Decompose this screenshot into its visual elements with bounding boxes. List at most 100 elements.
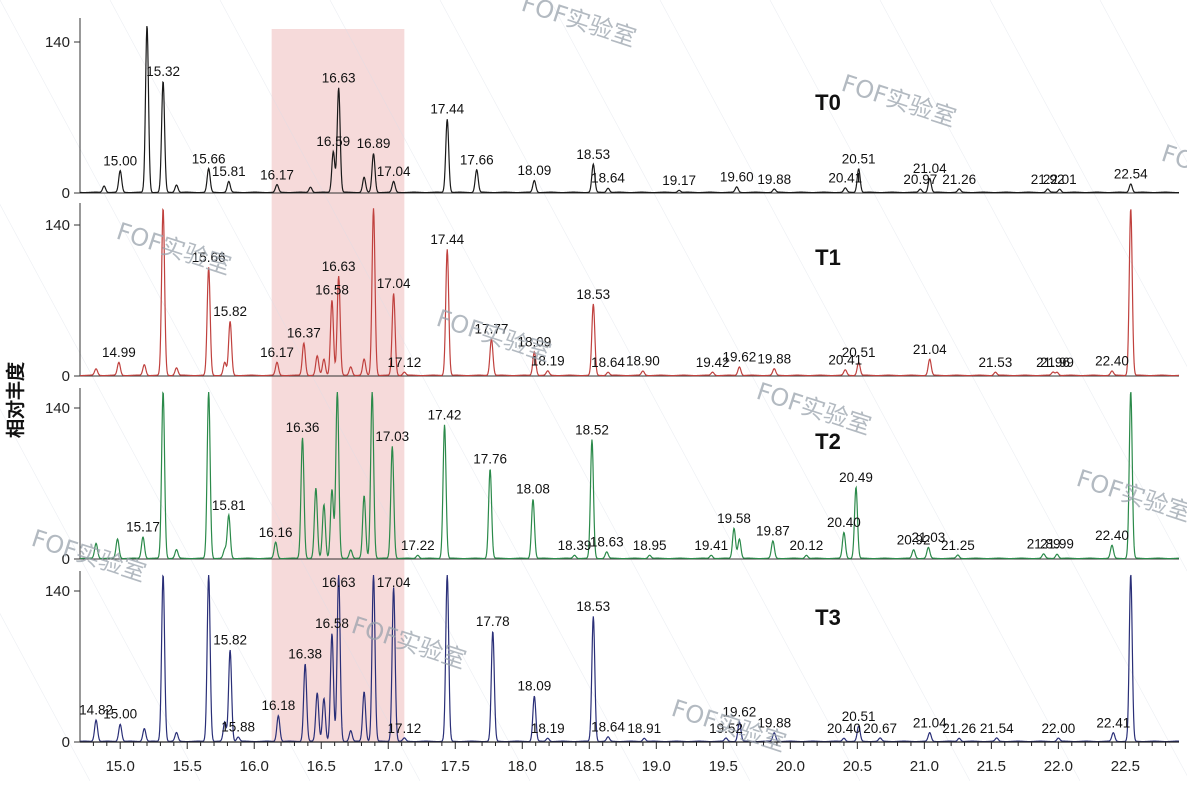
watermark: FOF实验室 [668,694,789,757]
peak-label: 20.41 [828,171,862,186]
peak-label: 16.63 [322,70,356,85]
peak-label: 20.41 [828,353,862,368]
peak-label: 18.08 [516,482,550,497]
panel-t2: 0 140 15.17 15.81 16.16 16.36 17.03 17.22 17.42 1… [45,388,1180,568]
y-tick-label: 0 [62,551,70,568]
y-tick-label: 0 [62,734,70,751]
peak-label: 18.64 [591,720,625,735]
peak-label: 19.41 [694,538,728,553]
x-tick-label: 20.0 [776,758,805,775]
peak-label: 21.03 [911,530,945,545]
peak-label: 15.82 [213,304,247,319]
peak-label: 21.04 [913,161,947,176]
peak-label: 17.04 [377,164,411,179]
peak-label: 20.40 [827,721,861,736]
peak-label: 17.12 [387,721,421,736]
peak-label: 16.59 [316,134,350,149]
peak-label: 16.37 [287,326,321,341]
x-tick-label: 16.0 [240,758,269,775]
peak-label: 22.54 [1114,166,1148,181]
peak-label: 18.09 [517,334,551,349]
peak-label: 18.09 [517,163,551,178]
peak-label: 21.99 [1040,355,1074,370]
peak-label: 16.63 [322,575,356,590]
peak-label: 16.17 [260,167,294,182]
peak-label: 15.81 [212,498,246,513]
y-tick-label: 140 [45,400,70,417]
peak-label: 17.04 [377,276,411,291]
x-tick-label: 18.5 [575,758,604,775]
peak-label: 19.87 [756,524,790,539]
y-tick-label: 0 [62,185,70,202]
x-tick-label: 21.5 [977,758,1006,775]
x-tick-label: 17.5 [441,758,470,775]
peak-label: 20.51 [842,151,876,166]
watermark: FOF实验室 [518,0,639,52]
peak-label: 15.17 [126,519,160,534]
peak-label: 19.42 [696,355,730,370]
peak-label: 21.92 [1031,172,1065,187]
peak-label: 17.03 [375,429,409,444]
peak-label: 19.60 [720,170,754,185]
peak-label: 18.64 [591,171,625,186]
peak-label: 15.81 [212,164,246,179]
peak-label: 17.76 [473,451,507,466]
y-axis-title: 相对丰度 [4,361,27,438]
y-tick-label: 0 [62,368,70,385]
peak-label: 22.00 [1041,721,1075,736]
x-tick-label: 19.0 [642,758,671,775]
peak-label: 18.19 [531,721,565,736]
x-tick-label: 19.5 [709,758,738,775]
peak-label: 17.78 [476,614,510,629]
peak-label: 19.88 [757,715,791,730]
peak-label: 20.51 [842,709,876,724]
y-tick-label: 140 [45,217,70,234]
peak-label: 21.96 [1036,355,1070,370]
peak-label: 16.63 [322,259,356,274]
x-tick-label: 20.5 [843,758,872,775]
peak-label: 17.77 [475,321,509,336]
peak-label: 21.54 [980,721,1014,736]
peak-label: 17.22 [401,538,435,553]
peak-label: 14.99 [102,345,136,360]
watermark: FOF实验室 [113,217,234,280]
peak-label: 16.16 [259,525,293,540]
peak-label: 15.66 [192,250,226,265]
peak-label: 19.88 [757,172,791,187]
x-tick-label: 22.5 [1111,758,1140,775]
peak-label: 17.44 [430,102,464,117]
peak-label: 18.09 [517,679,551,694]
trace-t3 [79,574,1180,743]
peak-label: 22.40 [1095,354,1129,369]
peak-label: 21.89 [1027,537,1061,552]
peak-label: 17.66 [460,152,494,167]
panel-name: T0 [815,90,841,115]
peak-label: 18.63 [590,535,624,550]
peak-label: 15.00 [103,153,137,168]
y-tick-label: 140 [45,583,70,600]
peak-label: 16.36 [286,420,320,435]
peak-label: 21.25 [941,538,975,553]
panel-name: T2 [815,429,841,454]
peak-label: 19.62 [723,705,757,720]
peak-label: 21.53 [978,355,1012,370]
peak-label: 20.51 [842,345,876,360]
peak-label: 15.82 [213,632,247,647]
peak-label: 16.58 [315,283,349,298]
peak-label: 20.12 [790,538,824,553]
peak-label: 22.01 [1043,172,1077,187]
peak-label: 19.52 [709,721,743,736]
peak-label: 21.26 [942,721,976,736]
x-tick-label: 17.0 [374,758,403,775]
peak-label: 18.90 [626,354,660,369]
watermark: FOF实验室 [753,377,874,440]
peak-label: 22.41 [1096,715,1130,730]
panel-t1: 0 140 14.99 15.66 15.82 16.17 16.37 16.58 16.63 1… [45,203,1180,385]
x-tick-label: 21.0 [910,758,939,775]
peak-label: 18.91 [627,721,661,736]
peak-label: 20.97 [903,172,937,187]
